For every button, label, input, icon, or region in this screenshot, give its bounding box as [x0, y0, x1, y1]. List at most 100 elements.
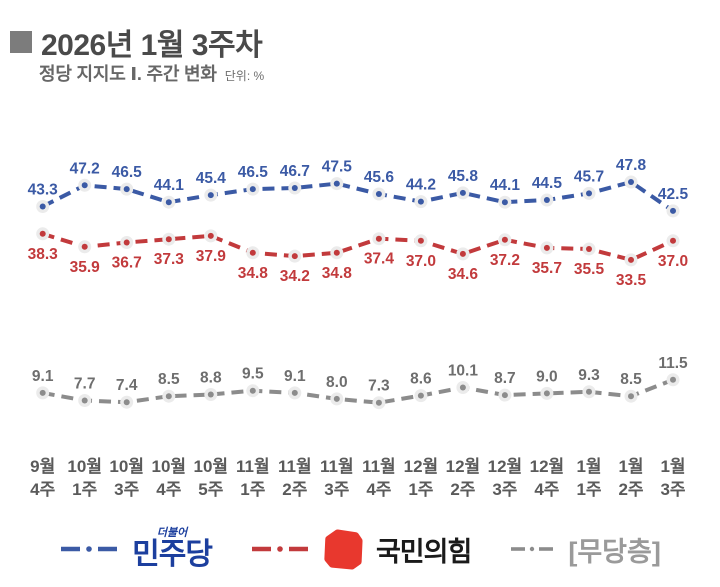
data-point — [249, 186, 256, 193]
value-label: 37.4 — [364, 251, 395, 268]
data-point — [39, 230, 46, 237]
data-point — [249, 249, 256, 256]
data-point — [375, 235, 382, 242]
x-axis-label: 10월 5주 — [194, 457, 229, 499]
x-axis-label: 1월 1주 — [576, 457, 601, 499]
value-label: 46.5 — [238, 164, 269, 181]
data-point — [586, 246, 592, 252]
value-label: 34.6 — [448, 266, 479, 283]
value-label: 46.7 — [280, 163, 310, 180]
series-line — [42, 231, 674, 263]
data-point — [165, 199, 172, 206]
data-point — [81, 182, 88, 189]
data-point — [291, 185, 298, 191]
value-label: 11.5 — [658, 355, 688, 372]
data-point — [459, 189, 466, 196]
x-axis-label: 1월 2주 — [618, 457, 643, 499]
x-axis-label: 11월 1주 — [236, 457, 270, 499]
chart-subtitle: 정당 지지도 Ⅰ. 주간 변화 — [39, 64, 217, 84]
title-bullet-square-icon — [10, 31, 32, 53]
data-point — [459, 384, 466, 391]
data-point — [165, 236, 172, 243]
value-label: 36.7 — [112, 255, 142, 272]
data-point — [417, 198, 424, 205]
data-point — [543, 244, 550, 251]
ppp-logo-icon — [324, 529, 363, 570]
data-point — [670, 376, 676, 383]
data-point — [123, 186, 130, 193]
data-point — [333, 395, 340, 402]
data-point — [543, 390, 550, 397]
value-label: 8.5 — [620, 371, 642, 388]
series-line — [42, 377, 674, 405]
legend-item-independents: [무당층] — [509, 530, 661, 569]
data-point — [81, 397, 88, 404]
value-label: 9.1 — [32, 368, 54, 385]
x-axis-label: 12월 4주 — [530, 457, 565, 499]
legend-item-minjoo: 더불어 민주당 — [59, 527, 213, 571]
value-label: 45.4 — [196, 170, 227, 187]
data-point — [123, 239, 130, 246]
value-label: 45.7 — [574, 168, 604, 185]
data-point — [291, 253, 298, 260]
chart-legend: 더불어 민주당 국민의힘 [무당층] — [0, 528, 720, 570]
value-label: 35.5 — [574, 261, 605, 278]
value-label: 35.9 — [70, 259, 101, 276]
legend-label-independents: [무당층] — [568, 536, 661, 567]
page-title: 2026년 1월 3주차 — [41, 29, 263, 62]
data-point — [501, 199, 508, 206]
x-axis-label: 9월 4주 — [30, 457, 55, 499]
series-democratic-party: 43.3 47.2 46.5 44.1 45.4 46.5 46.7 47.5 45.6 44.2… — [28, 157, 688, 218]
value-label: 37.2 — [490, 252, 520, 269]
x-axis-label: 11월 2주 — [278, 457, 312, 499]
data-point — [501, 392, 508, 399]
value-label: 10.1 — [448, 363, 479, 380]
value-label: 7.7 — [74, 376, 96, 393]
value-label: 35.7 — [532, 260, 562, 277]
value-label: 34.8 — [322, 265, 353, 282]
data-point — [207, 192, 214, 199]
data-point — [333, 249, 340, 256]
value-label: 47.5 — [322, 159, 353, 176]
value-label: 9.0 — [536, 368, 558, 385]
data-point — [165, 393, 172, 400]
value-label: 44.1 — [490, 177, 521, 194]
series-independents: 9.1 7.7 7.4 8.5 8.8 9.5 9.1 8.0 7.3 8.6 10.1 8.7 9.0… — [32, 355, 688, 410]
data-point — [39, 203, 46, 210]
value-label: 9.1 — [284, 368, 306, 385]
value-label: 37.0 — [658, 253, 688, 270]
data-point — [207, 391, 214, 398]
value-label: 45.6 — [364, 169, 395, 186]
value-label: 38.3 — [28, 246, 59, 263]
value-label: 34.8 — [238, 265, 269, 282]
series-people-power-party: 38.3 35.9 36.7 37.3 37.9 34.8 34.2 34.8 37.4 37.0… — [28, 227, 688, 289]
legend-label-ppp: 국민의힘 — [375, 536, 472, 567]
legend-label-minjoo: 민주당 — [132, 538, 213, 571]
value-label: 8.8 — [200, 370, 222, 387]
minjoo-overline-label: 더불어 — [156, 527, 188, 539]
x-axis-label: 10월 1주 — [67, 457, 102, 499]
data-point — [375, 191, 382, 197]
x-axis-label: 1월 3주 — [660, 457, 685, 499]
unit-label: 단위: % — [224, 69, 265, 83]
legend-item-ppp: 국민의힘 — [250, 528, 472, 570]
x-axis-label: 12월 2주 — [446, 457, 481, 499]
value-label: 7.4 — [116, 377, 138, 394]
data-point — [249, 387, 256, 394]
data-point — [543, 197, 550, 203]
value-label: 8.7 — [494, 370, 516, 387]
data-point — [501, 236, 508, 243]
value-label: 8.6 — [410, 371, 432, 388]
data-point — [417, 237, 424, 244]
data-point — [459, 250, 466, 257]
value-label: 46.5 — [112, 164, 143, 181]
data-point — [333, 180, 340, 187]
dash-dot-line-icon-gray — [511, 546, 554, 552]
dash-dot-line-icon-red — [251, 546, 308, 552]
data-point — [670, 237, 676, 244]
title-row: 2026년 1월 3주차 — [10, 20, 263, 64]
value-label: 45.8 — [448, 168, 479, 185]
data-point — [417, 392, 424, 399]
party-approval-line-chart: 43.3 47.2 46.5 44.1 45.4 46.5 46.7 47.5 45.6 44.2… — [28, 157, 689, 499]
value-label: 44.2 — [406, 177, 436, 194]
